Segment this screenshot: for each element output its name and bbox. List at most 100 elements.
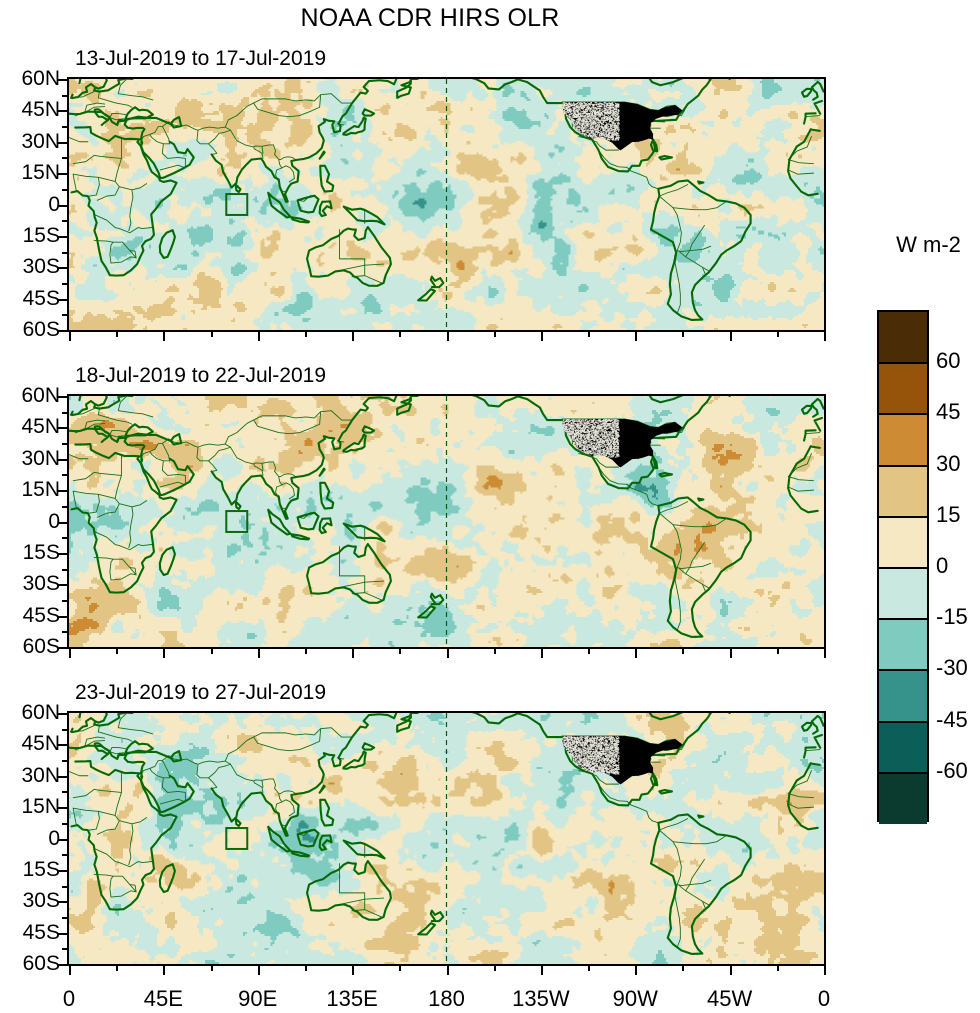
colorbar-band-divider: [879, 618, 927, 621]
x-tick-major: [540, 330, 543, 341]
x-tick-minor: [588, 647, 591, 654]
x-axis-label: 0: [817, 986, 831, 1011]
colorbar-band: [879, 721, 927, 773]
x-axis-label: 135W: [512, 986, 570, 1011]
panel-title-2: 18-Jul-2019 to 22-Jul-2019: [75, 364, 326, 387]
x-tick-minor: [399, 330, 402, 337]
y-axis-label: 0: [48, 192, 60, 216]
y-axis-label: 60S: [22, 318, 60, 341]
colorbar-band: [879, 772, 927, 824]
x-tick-major: [446, 647, 449, 658]
y-axis-label: 45N: [21, 98, 60, 122]
y-axis-label: 45S: [22, 920, 60, 944]
y-axis-label: 45S: [22, 286, 60, 310]
x-tick-minor: [493, 330, 496, 337]
y-tick-minor: [62, 728, 69, 731]
x-tick-minor: [493, 964, 496, 971]
y-axis-label: 30S: [22, 572, 60, 596]
y-tick-minor: [62, 791, 69, 794]
map-plot-area-1: [67, 77, 826, 332]
y-axis-label: 60S: [22, 952, 60, 975]
y-tick-major: [58, 838, 69, 841]
y-tick-major: [58, 552, 69, 555]
x-tick-minor: [304, 964, 307, 971]
y-axis-label: 15S: [22, 540, 60, 564]
x-tick-major: [729, 964, 732, 975]
colorbar-band-divider: [879, 362, 927, 365]
y-axis-label: 60N: [21, 384, 60, 407]
y-axis-label: 30S: [22, 889, 60, 913]
y-tick-minor: [62, 314, 69, 317]
x-tick-minor: [776, 964, 779, 971]
colorbar-band-divider: [879, 720, 927, 723]
x-tick-major: [824, 647, 826, 658]
x-tick-minor: [588, 330, 591, 337]
y-tick-minor: [62, 220, 69, 223]
y-axis-label: 45N: [21, 415, 60, 439]
colorbar-band-divider: [879, 515, 927, 518]
x-tick-major: [352, 964, 355, 975]
x-tick-major: [635, 330, 638, 341]
y-tick-major: [58, 79, 69, 81]
y-tick-major: [58, 807, 69, 810]
colorbar-band-divider: [879, 567, 927, 569]
colorbar-tick-label: 60: [936, 348, 961, 374]
y-axis-label: 45S: [22, 603, 60, 627]
colorbar-tick-label: 30: [936, 450, 961, 476]
x-tick-major: [824, 964, 826, 975]
y-axis-label: 30S: [22, 255, 60, 279]
x-tick-major: [352, 330, 355, 341]
y-axis-label: 15S: [22, 857, 60, 881]
colorbar-tick-label: -30: [936, 655, 968, 681]
y-tick-minor: [62, 916, 69, 919]
map-panel-2: 18-Jul-2019 to 22-Jul-2019 60N 45N 30N 15N 0 1…: [21, 364, 826, 658]
colorbar-band-divider: [879, 464, 927, 467]
x-tick-minor: [588, 964, 591, 971]
y-tick-major: [58, 647, 69, 649]
colorbar-tick-label: -60: [936, 757, 968, 783]
colorbar-band-divider: [879, 669, 927, 672]
y-tick-major: [58, 427, 69, 430]
y-tick-major: [58, 396, 69, 398]
axis-layer-1: 60N 45N 30N 15N 0 15S 30S 45S 60S: [21, 67, 826, 341]
y-axis-label: 45N: [21, 732, 60, 756]
colorbar-tick-label: 0: [936, 553, 949, 578]
y-tick-minor: [62, 760, 69, 763]
y-tick-minor: [62, 474, 69, 477]
x-tick-major: [257, 330, 260, 341]
y-tick-major: [58, 615, 69, 618]
y-tick-major: [58, 584, 69, 587]
colorbar-band: [879, 465, 927, 517]
x-tick-minor: [116, 647, 119, 654]
y-tick-major: [58, 204, 69, 207]
axis-layer-3: 60N 45N 30N 15N 0 15S 30S 45S 60S 0 45E 90E 135E 180 1…: [21, 701, 830, 1011]
colorbar-units-label: W m-2: [896, 232, 961, 257]
x-axis-label: 90E: [238, 986, 278, 1011]
x-tick-minor: [682, 964, 685, 971]
axis-layer-2: 60N 45N 30N 15N 0 15S 30S 45S 60S: [21, 384, 826, 658]
x-tick-minor: [210, 647, 213, 654]
map-plot-area-3: [67, 711, 826, 966]
y-tick-minor: [62, 126, 69, 129]
colorbar-band: [879, 516, 927, 568]
y-tick-minor: [62, 188, 69, 191]
x-axis-label: 135E: [326, 986, 378, 1011]
y-tick-major: [58, 901, 69, 904]
y-tick-minor: [62, 631, 69, 634]
x-tick-major: [635, 647, 638, 658]
colorbar-tick-label: -45: [936, 706, 968, 732]
map-plot-area-2: [67, 394, 826, 649]
colorbar-band: [879, 312, 927, 364]
y-axis-label: 15N: [21, 478, 60, 502]
x-tick-minor: [776, 330, 779, 337]
y-axis-label: 15N: [21, 795, 60, 819]
x-tick-minor: [776, 647, 779, 654]
y-tick-major: [58, 964, 69, 966]
x-axis-label: 45W: [707, 986, 753, 1011]
y-tick-major: [58, 713, 69, 715]
x-tick-major: [257, 647, 260, 658]
x-tick-minor: [210, 330, 213, 337]
y-tick-major: [58, 521, 69, 524]
olr-field-1: [69, 79, 824, 330]
